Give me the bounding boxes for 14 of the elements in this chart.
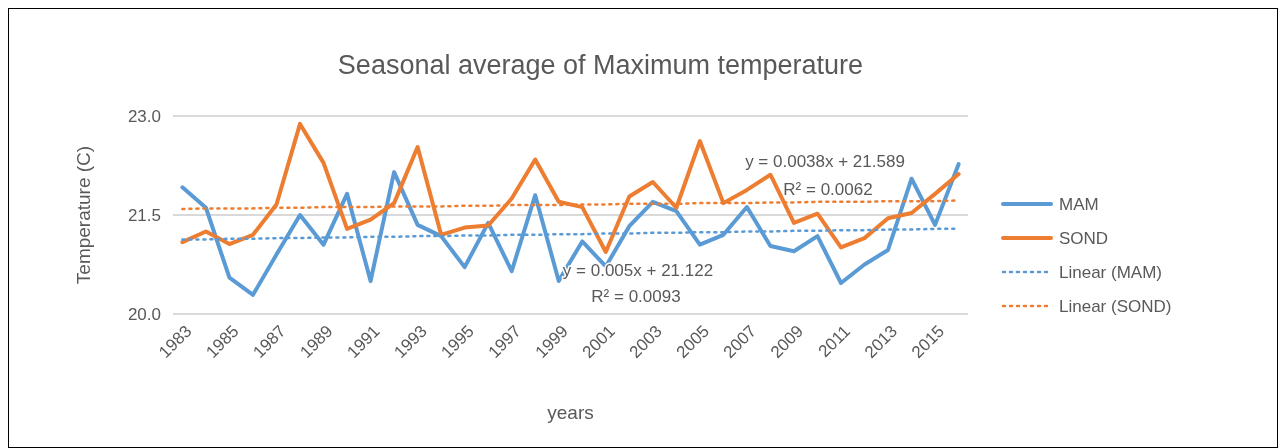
legend-label: SOND [1059,228,1109,248]
legend-label: Linear (SOND) [1059,296,1172,316]
annotation: R² = 0.0062 [783,179,873,199]
y-axis-title: Temperature (C) [73,145,94,285]
y-tick-label: 21.5 [127,205,161,225]
legend-label: MAM [1059,194,1099,214]
legend-label: Linear (MAM) [1059,262,1162,282]
chart-title: Seasonal average of Maximum temperature [337,50,864,80]
line-series [180,121,961,254]
annotation: R² = 0.0093 [591,286,681,306]
annotation: y = 0.0038x + 21.589 [745,151,905,171]
x-axis-title: years [547,402,594,423]
y-tick-label: 20.0 [127,304,161,324]
y-tick-label: 23.0 [127,106,161,126]
